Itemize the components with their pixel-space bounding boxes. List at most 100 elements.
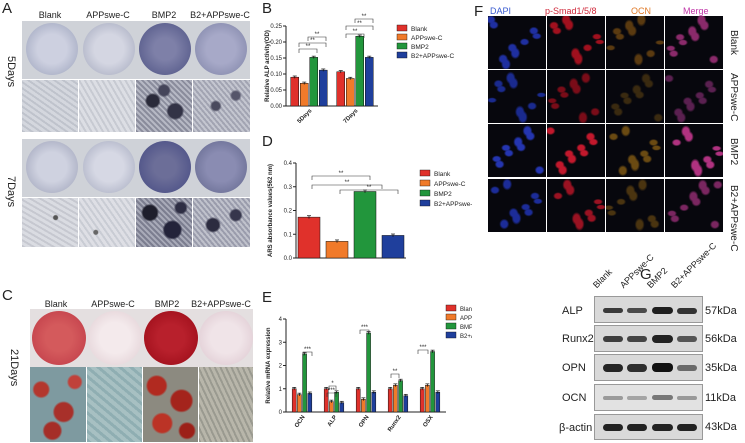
bar	[381, 235, 405, 259]
bar	[371, 391, 377, 413]
legend-label: BMP2	[460, 325, 472, 331]
x-tick-label: Runx2	[387, 414, 403, 433]
panel-f-row-appswe: APPswe-C	[728, 73, 739, 122]
fluorescence-image	[606, 70, 664, 123]
legend-label: BMP2	[411, 44, 429, 51]
y-tick-label: 0.0	[284, 256, 293, 262]
bar	[336, 71, 345, 107]
bar	[435, 391, 441, 413]
significance-bracket	[359, 329, 370, 334]
dish-image	[88, 311, 142, 365]
wb-protein-ocn: OCN	[562, 392, 587, 404]
wb-size-runx2: 56kDa	[705, 333, 737, 345]
panel-label-b: B	[262, 0, 273, 17]
dish-image	[139, 141, 191, 193]
significance-bracket	[339, 189, 399, 194]
legend-label: APPswe-C	[434, 181, 466, 188]
significance-bracket	[390, 373, 400, 378]
micrograph-image	[136, 198, 192, 247]
bar	[355, 388, 361, 413]
micrograph-image	[22, 198, 78, 247]
legend-swatch	[396, 33, 408, 41]
significance-mark: **	[339, 171, 344, 177]
y-tick-label: 0.3	[284, 185, 293, 191]
significance-bracket	[345, 25, 374, 30]
significance-mark: **	[315, 32, 320, 38]
bar	[361, 398, 366, 413]
wb-blot-runx2	[594, 325, 703, 352]
panel-f-row-b2appswe: B2+APPswe-C	[728, 185, 739, 252]
chart-e: 0 1 2 3 4 Relative mRNA expression OCN ALP OPN Ru…	[266, 304, 472, 433]
x-tick-label: 7Days	[343, 108, 360, 125]
wb-lane-b2appswe: B2+APPswe-C	[668, 240, 719, 290]
dish-image	[26, 141, 78, 193]
panel-f-col-dapi: DAPI	[490, 6, 512, 16]
significance-mark: **	[353, 29, 358, 35]
significance-bracket	[298, 42, 327, 47]
significance-mark: ***	[328, 388, 336, 394]
bar	[403, 395, 409, 413]
fluorescence-image	[665, 179, 723, 232]
panel-label-c: C	[2, 287, 13, 304]
dish-image	[83, 23, 135, 75]
x-tick-label: OPN	[358, 415, 370, 429]
bar	[398, 380, 403, 413]
y-tick-label: 0.20	[270, 40, 282, 46]
significance-bracket	[326, 392, 337, 397]
panel-f-row-blank: Blank	[728, 30, 739, 56]
fluorescence-image	[606, 16, 664, 69]
panel-c-col-b2appswe: B2+APPswe-C	[191, 299, 251, 309]
panel-label-g: G	[640, 266, 652, 283]
significance-bracket	[311, 184, 383, 189]
wb-protein-alp: ALP	[562, 305, 583, 317]
panel-f-row-bmp2: BMP2	[728, 138, 739, 166]
significance-bracket	[417, 349, 429, 354]
fluorescence-image	[606, 179, 664, 232]
significance-mark: **	[367, 185, 372, 191]
bar	[430, 351, 435, 413]
panel-c-row-label: 21Days	[8, 349, 20, 387]
significance-bracket	[307, 36, 327, 41]
x-tick-label: ALP	[327, 415, 339, 428]
significance-mark: **	[306, 44, 311, 50]
y-tick-label: 3	[279, 340, 283, 346]
wb-blot-alp	[594, 296, 703, 323]
wb-size-opn: 35kDa	[705, 362, 737, 374]
y-tick-label: 4	[279, 317, 283, 323]
wb-blot-ocn	[594, 384, 703, 411]
significance-bracket	[328, 385, 337, 390]
bar	[300, 83, 309, 107]
legend-label: B2+APPswe-C	[411, 53, 454, 60]
y-tick-label: 0.05	[270, 88, 282, 94]
bar	[355, 35, 364, 107]
legend-swatch	[445, 322, 457, 330]
dish-image	[199, 311, 253, 365]
panel-label-d: D	[262, 133, 273, 150]
dish-image	[26, 23, 78, 75]
micrograph-image	[30, 367, 86, 442]
y-tick-label: 0.4	[284, 161, 293, 167]
bar	[302, 353, 307, 413]
significance-bracket	[298, 48, 318, 53]
bar	[297, 394, 302, 413]
chart-d: 0.0 0.1 0.2 0.3 0.4 ARS absorbance values(562…	[268, 161, 472, 262]
significance-bracket	[354, 18, 374, 23]
panel-a-col-appswe: APPswe-C	[86, 10, 130, 20]
legend-swatch	[445, 331, 457, 339]
panel-c-col-blank: Blank	[44, 299, 68, 309]
bar	[291, 388, 297, 413]
significance-bracket	[345, 33, 365, 38]
micrograph-image	[79, 80, 135, 132]
wb-protein-opn: OPN	[562, 362, 586, 374]
fluorescence-image	[665, 70, 723, 123]
wb-protein-actin: β-actin	[559, 422, 593, 434]
y-tick-label: 0	[279, 410, 283, 416]
legend-label: B2+APPswe-C	[460, 334, 472, 340]
significance-bracket	[302, 351, 313, 356]
micrograph-image	[193, 198, 250, 247]
fluorescence-image	[488, 179, 546, 232]
panel-c-col-appswe: APPswe-C	[91, 299, 135, 309]
y-tick-label: 1	[279, 387, 283, 393]
bar	[366, 332, 371, 413]
fluorescence-image	[665, 16, 723, 69]
